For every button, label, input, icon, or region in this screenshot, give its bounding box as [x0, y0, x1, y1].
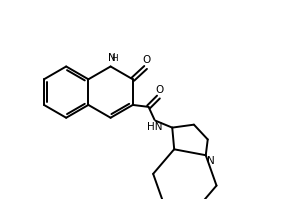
Text: O: O	[142, 55, 151, 65]
Text: HN: HN	[147, 122, 162, 132]
Text: O: O	[155, 85, 164, 95]
Text: H: H	[112, 54, 118, 63]
Text: N: N	[207, 156, 214, 166]
Text: N: N	[108, 53, 116, 63]
